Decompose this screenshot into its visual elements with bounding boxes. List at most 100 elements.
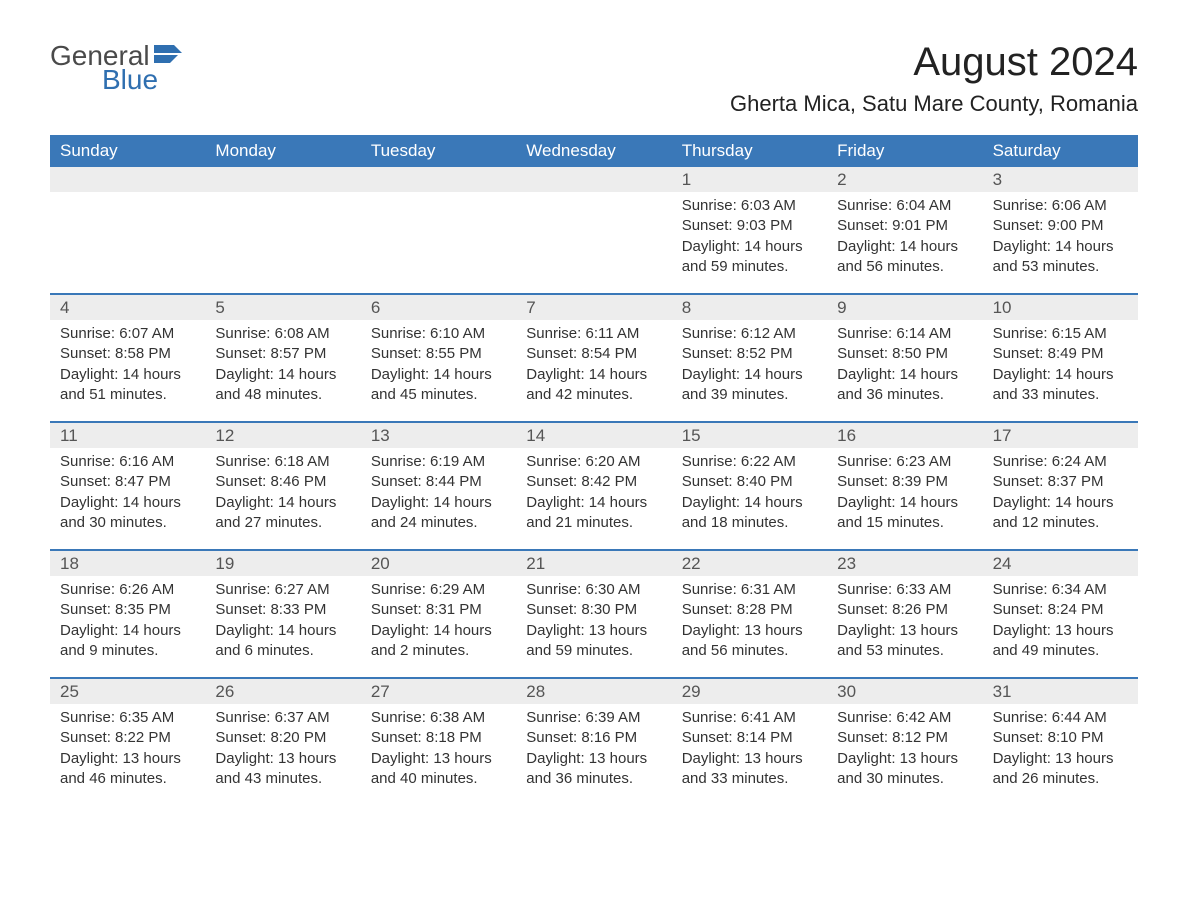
sunrise-line: Sunrise: 6:08 AM bbox=[215, 324, 350, 344]
day-number: 17 bbox=[983, 423, 1138, 448]
sunrise-line: Sunrise: 6:41 AM bbox=[682, 708, 817, 728]
day-number: 16 bbox=[827, 423, 982, 448]
day-number: 10 bbox=[983, 295, 1138, 320]
day-number: 30 bbox=[827, 679, 982, 704]
day-cell: Sunrise: 6:34 AMSunset: 8:24 PMDaylight:… bbox=[983, 576, 1138, 663]
sunset-line: Sunset: 8:31 PM bbox=[371, 600, 506, 620]
daylight-line: Daylight: 14 hours and 56 minutes. bbox=[837, 237, 972, 278]
sunset-line: Sunset: 8:35 PM bbox=[60, 600, 195, 620]
day-number: 5 bbox=[205, 295, 360, 320]
day-cell: Sunrise: 6:15 AMSunset: 8:49 PMDaylight:… bbox=[983, 320, 1138, 407]
day-number: 29 bbox=[672, 679, 827, 704]
header: General Blue August 2024 Gherta Mica, Sa… bbox=[50, 40, 1138, 117]
day-cell: Sunrise: 6:11 AMSunset: 8:54 PMDaylight:… bbox=[516, 320, 671, 407]
sunrise-line: Sunrise: 6:10 AM bbox=[371, 324, 506, 344]
day-cell: Sunrise: 6:35 AMSunset: 8:22 PMDaylight:… bbox=[50, 704, 205, 791]
sunset-line: Sunset: 8:26 PM bbox=[837, 600, 972, 620]
sunset-line: Sunset: 8:57 PM bbox=[215, 344, 350, 364]
day-cell: Sunrise: 6:14 AMSunset: 8:50 PMDaylight:… bbox=[827, 320, 982, 407]
sunset-line: Sunset: 8:58 PM bbox=[60, 344, 195, 364]
day-number-row: 18192021222324 bbox=[50, 551, 1138, 576]
day-number: 13 bbox=[361, 423, 516, 448]
day-number: 9 bbox=[827, 295, 982, 320]
day-number-row: 11121314151617 bbox=[50, 423, 1138, 448]
sunrise-line: Sunrise: 6:14 AM bbox=[837, 324, 972, 344]
day-cell: Sunrise: 6:42 AMSunset: 8:12 PMDaylight:… bbox=[827, 704, 982, 791]
daylight-line: Daylight: 14 hours and 6 minutes. bbox=[215, 621, 350, 662]
day-cell: Sunrise: 6:20 AMSunset: 8:42 PMDaylight:… bbox=[516, 448, 671, 535]
day-number: 1 bbox=[672, 167, 827, 192]
day-cell: Sunrise: 6:08 AMSunset: 8:57 PMDaylight:… bbox=[205, 320, 360, 407]
calendar-week: 45678910Sunrise: 6:07 AMSunset: 8:58 PMD… bbox=[50, 293, 1138, 421]
day-number-row: 25262728293031 bbox=[50, 679, 1138, 704]
day-number: 12 bbox=[205, 423, 360, 448]
daylight-line: Daylight: 14 hours and 9 minutes. bbox=[60, 621, 195, 662]
sunrise-line: Sunrise: 6:35 AM bbox=[60, 708, 195, 728]
day-cell: Sunrise: 6:38 AMSunset: 8:18 PMDaylight:… bbox=[361, 704, 516, 791]
day-cell: Sunrise: 6:24 AMSunset: 8:37 PMDaylight:… bbox=[983, 448, 1138, 535]
sunset-line: Sunset: 8:28 PM bbox=[682, 600, 817, 620]
day-cell: Sunrise: 6:29 AMSunset: 8:31 PMDaylight:… bbox=[361, 576, 516, 663]
sunrise-line: Sunrise: 6:27 AM bbox=[215, 580, 350, 600]
day-number: 20 bbox=[361, 551, 516, 576]
day-number-row: 123 bbox=[50, 167, 1138, 192]
sunrise-line: Sunrise: 6:19 AM bbox=[371, 452, 506, 472]
daylight-line: Daylight: 14 hours and 27 minutes. bbox=[215, 493, 350, 534]
daylight-line: Daylight: 13 hours and 46 minutes. bbox=[60, 749, 195, 790]
day-cell: Sunrise: 6:37 AMSunset: 8:20 PMDaylight:… bbox=[205, 704, 360, 791]
day-number: 24 bbox=[983, 551, 1138, 576]
day-cell bbox=[516, 192, 671, 279]
day-cell: Sunrise: 6:18 AMSunset: 8:46 PMDaylight:… bbox=[205, 448, 360, 535]
daylight-line: Daylight: 13 hours and 40 minutes. bbox=[371, 749, 506, 790]
sunset-line: Sunset: 8:18 PM bbox=[371, 728, 506, 748]
daylight-line: Daylight: 14 hours and 48 minutes. bbox=[215, 365, 350, 406]
weekday-header-cell: Wednesday bbox=[516, 135, 671, 167]
daylight-line: Daylight: 14 hours and 24 minutes. bbox=[371, 493, 506, 534]
day-cell: Sunrise: 6:41 AMSunset: 8:14 PMDaylight:… bbox=[672, 704, 827, 791]
sunrise-line: Sunrise: 6:38 AM bbox=[371, 708, 506, 728]
day-cell: Sunrise: 6:06 AMSunset: 9:00 PMDaylight:… bbox=[983, 192, 1138, 279]
weekday-header-cell: Monday bbox=[205, 135, 360, 167]
sunset-line: Sunset: 9:01 PM bbox=[837, 216, 972, 236]
day-number: 3 bbox=[983, 167, 1138, 192]
sunset-line: Sunset: 8:14 PM bbox=[682, 728, 817, 748]
weekday-header-cell: Tuesday bbox=[361, 135, 516, 167]
sunset-line: Sunset: 8:30 PM bbox=[526, 600, 661, 620]
day-cell: Sunrise: 6:26 AMSunset: 8:35 PMDaylight:… bbox=[50, 576, 205, 663]
daylight-line: Daylight: 13 hours and 49 minutes. bbox=[993, 621, 1128, 662]
daylight-line: Daylight: 13 hours and 33 minutes. bbox=[682, 749, 817, 790]
day-cell: Sunrise: 6:12 AMSunset: 8:52 PMDaylight:… bbox=[672, 320, 827, 407]
sunrise-line: Sunrise: 6:33 AM bbox=[837, 580, 972, 600]
day-cell: Sunrise: 6:30 AMSunset: 8:30 PMDaylight:… bbox=[516, 576, 671, 663]
sunrise-line: Sunrise: 6:22 AM bbox=[682, 452, 817, 472]
sunrise-line: Sunrise: 6:11 AM bbox=[526, 324, 661, 344]
sunrise-line: Sunrise: 6:07 AM bbox=[60, 324, 195, 344]
weekday-header: SundayMondayTuesdayWednesdayThursdayFrid… bbox=[50, 135, 1138, 167]
sunset-line: Sunset: 8:39 PM bbox=[837, 472, 972, 492]
sunset-line: Sunset: 8:50 PM bbox=[837, 344, 972, 364]
sunset-line: Sunset: 8:44 PM bbox=[371, 472, 506, 492]
day-number bbox=[516, 167, 671, 192]
day-number: 2 bbox=[827, 167, 982, 192]
sunrise-line: Sunrise: 6:16 AM bbox=[60, 452, 195, 472]
logo: General Blue bbox=[50, 40, 184, 96]
daylight-line: Daylight: 13 hours and 36 minutes. bbox=[526, 749, 661, 790]
sunset-line: Sunset: 8:37 PM bbox=[993, 472, 1128, 492]
day-cell: Sunrise: 6:23 AMSunset: 8:39 PMDaylight:… bbox=[827, 448, 982, 535]
day-cell: Sunrise: 6:04 AMSunset: 9:01 PMDaylight:… bbox=[827, 192, 982, 279]
day-number: 31 bbox=[983, 679, 1138, 704]
month-title: August 2024 bbox=[730, 40, 1138, 85]
day-number: 26 bbox=[205, 679, 360, 704]
daylight-line: Daylight: 14 hours and 39 minutes. bbox=[682, 365, 817, 406]
sunrise-line: Sunrise: 6:23 AM bbox=[837, 452, 972, 472]
sunset-line: Sunset: 8:52 PM bbox=[682, 344, 817, 364]
sunrise-line: Sunrise: 6:44 AM bbox=[993, 708, 1128, 728]
calendar-week: 18192021222324Sunrise: 6:26 AMSunset: 8:… bbox=[50, 549, 1138, 677]
sunset-line: Sunset: 8:40 PM bbox=[682, 472, 817, 492]
day-number: 11 bbox=[50, 423, 205, 448]
sunset-line: Sunset: 8:22 PM bbox=[60, 728, 195, 748]
day-number: 19 bbox=[205, 551, 360, 576]
daylight-line: Daylight: 14 hours and 36 minutes. bbox=[837, 365, 972, 406]
day-body-row: Sunrise: 6:03 AMSunset: 9:03 PMDaylight:… bbox=[50, 192, 1138, 293]
day-cell: Sunrise: 6:16 AMSunset: 8:47 PMDaylight:… bbox=[50, 448, 205, 535]
